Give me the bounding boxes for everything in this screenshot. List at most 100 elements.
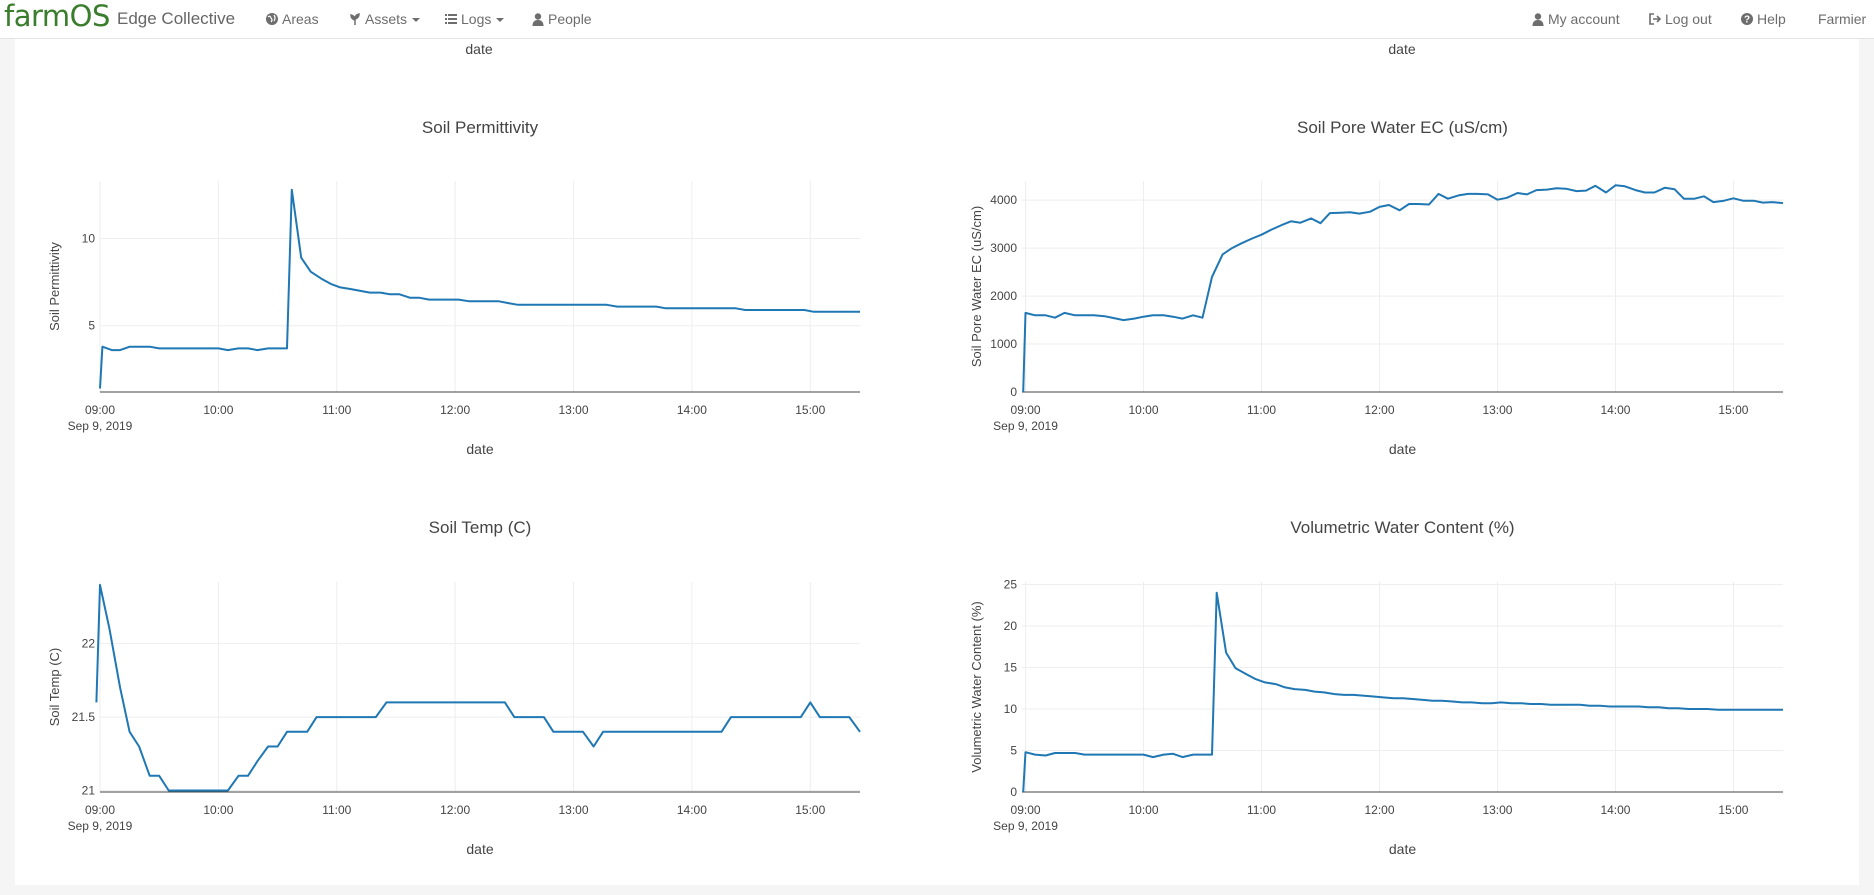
y-axis-label: Volumetric Water Content (%) — [969, 601, 984, 772]
x-axis-label: date — [1389, 441, 1416, 457]
x-date-label: Sep 9, 2019 — [68, 819, 133, 833]
x-tick-label: 14:00 — [677, 403, 707, 417]
x-tick-label: 12:00 — [440, 403, 470, 417]
leaf-icon — [350, 13, 360, 25]
x-date-label: Sep 9, 2019 — [993, 419, 1058, 433]
y-axis-label: Soil Pore Water EC (uS/cm) — [969, 206, 984, 367]
y-tick-label: 15 — [1004, 660, 1018, 674]
nav-my-account[interactable]: My account — [1531, 11, 1620, 27]
y-tick-label: 2000 — [990, 289, 1017, 303]
site-name[interactable]: Edge Collective — [117, 9, 236, 28]
x-tick-label: 13:00 — [559, 403, 589, 417]
top-navbar: farmOS Edge Collective Areas Assets Logs… — [0, 0, 1874, 39]
list-icon — [445, 14, 457, 24]
data-series-line — [1022, 591, 1783, 793]
logout-icon — [1649, 13, 1662, 25]
y-tick-label: 0 — [1010, 385, 1017, 399]
x-tick-label: 12:00 — [1364, 403, 1394, 417]
previous-chart-x-axis-label: date — [465, 41, 492, 57]
x-tick-label: 11:00 — [322, 803, 351, 817]
x-tick-label: 14:00 — [1600, 403, 1630, 417]
chart-1: Soil Permittivity 09:00 Sep 9, 2019 10:00 11… — [47, 118, 860, 457]
chart-title: Soil Pore Water EC (uS/cm) — [1297, 118, 1508, 137]
nav-people[interactable]: People — [531, 11, 592, 27]
y-axis-label: Soil Permittivity — [47, 242, 62, 331]
nav-log-out[interactable]: Log out — [1648, 11, 1712, 27]
x-tick-label: 09:00 — [85, 803, 115, 817]
x-tick-label: 10:00 — [1129, 403, 1159, 417]
x-tick-label: 15:00 — [795, 403, 825, 417]
y-tick-label: 22 — [82, 637, 96, 651]
x-tick-label: 10:00 — [203, 403, 233, 417]
chart-title: Volumetric Water Content (%) — [1290, 518, 1514, 537]
x-tick-label: 10:00 — [1129, 803, 1159, 817]
y-tick-label: 20 — [1004, 619, 1018, 633]
y-axis-label: Soil Temp (C) — [47, 648, 62, 727]
y-tick-label: 4000 — [990, 193, 1017, 207]
nav-my-account-label: My account — [1548, 11, 1620, 27]
previous-chart-x-axis-label: date — [1388, 41, 1415, 57]
chevron-down-icon — [412, 18, 421, 22]
nav-logs-label: Logs — [461, 11, 492, 27]
nav-areas[interactable]: Areas — [265, 11, 319, 27]
y-tick-label: 0 — [1010, 785, 1017, 799]
chart-3: Soil Temp (C) 09:00 Sep 9, 2019 10:00 11:00 1… — [47, 518, 861, 857]
nav-help-label: Help — [1757, 11, 1786, 27]
y-tick-label: 10 — [1004, 702, 1018, 716]
nav-help[interactable]: ? Help — [1740, 11, 1786, 27]
x-tick-label: 11:00 — [322, 403, 351, 417]
nav-areas-label: Areas — [282, 11, 319, 27]
x-tick-label: 11:00 — [1247, 403, 1276, 417]
y-tick-label: 25 — [1004, 577, 1018, 591]
x-axis-label: date — [1389, 841, 1416, 857]
data-series-line — [1022, 184, 1784, 393]
x-axis-label: date — [466, 841, 493, 857]
farmos-logo[interactable]: farmOS — [4, 0, 110, 33]
chart-4: Volumetric Water Content (%) 09:00 Sep 9, … — [969, 518, 1783, 857]
chart-title: Soil Temp (C) — [429, 518, 532, 537]
y-tick-label: 21.5 — [72, 710, 96, 724]
x-tick-label: 10:00 — [203, 803, 233, 817]
question-circle-icon: ? — [1741, 13, 1753, 26]
x-date-label: Sep 9, 2019 — [68, 419, 133, 433]
nav-people-label: People — [548, 11, 592, 27]
x-tick-label: 13:00 — [559, 803, 589, 817]
nav-logs[interactable]: Logs — [444, 11, 505, 27]
x-axis-label: date — [466, 441, 493, 457]
nav-assets-label: Assets — [365, 11, 408, 27]
x-tick-label: 12:00 — [440, 803, 470, 817]
x-tick-label: 09:00 — [1011, 403, 1041, 417]
y-tick-label: 1000 — [990, 337, 1017, 351]
data-series-line — [99, 188, 860, 389]
x-tick-label: 13:00 — [1482, 403, 1512, 417]
y-tick-label: 5 — [1010, 743, 1017, 757]
x-tick-label: 09:00 — [85, 403, 115, 417]
y-tick-label: 21 — [82, 784, 96, 798]
y-tick-label: 10 — [82, 232, 96, 246]
content-area — [15, 39, 1859, 885]
user-icon — [1532, 13, 1544, 26]
svg-text:?: ? — [1744, 15, 1750, 26]
x-tick-label: 12:00 — [1364, 803, 1394, 817]
user-icon — [532, 13, 544, 26]
nav-assets[interactable]: Assets — [348, 11, 421, 27]
x-tick-label: 13:00 — [1482, 803, 1512, 817]
chart-2: Soil Pore Water EC (uS/cm) 09:00 Sep 9, 20… — [969, 118, 1784, 457]
x-tick-label: 14:00 — [677, 803, 707, 817]
chart-title: Soil Permittivity — [422, 118, 539, 137]
x-tick-label: 11:00 — [1247, 803, 1276, 817]
x-date-label: Sep 9, 2019 — [993, 819, 1058, 833]
x-tick-label: 09:00 — [1011, 803, 1041, 817]
x-tick-label: 15:00 — [1718, 803, 1748, 817]
y-tick-label: 5 — [88, 319, 95, 333]
x-tick-label: 14:00 — [1600, 803, 1630, 817]
nav-user-menu[interactable]: Farmier — [1818, 11, 1867, 27]
nav-log-out-label: Log out — [1665, 11, 1712, 27]
globe-icon — [266, 13, 278, 25]
y-tick-label: 3000 — [990, 241, 1017, 255]
chevron-down-icon — [496, 18, 505, 22]
data-series-line — [95, 583, 861, 792]
x-tick-label: 15:00 — [1718, 403, 1748, 417]
x-tick-label: 15:00 — [795, 803, 825, 817]
